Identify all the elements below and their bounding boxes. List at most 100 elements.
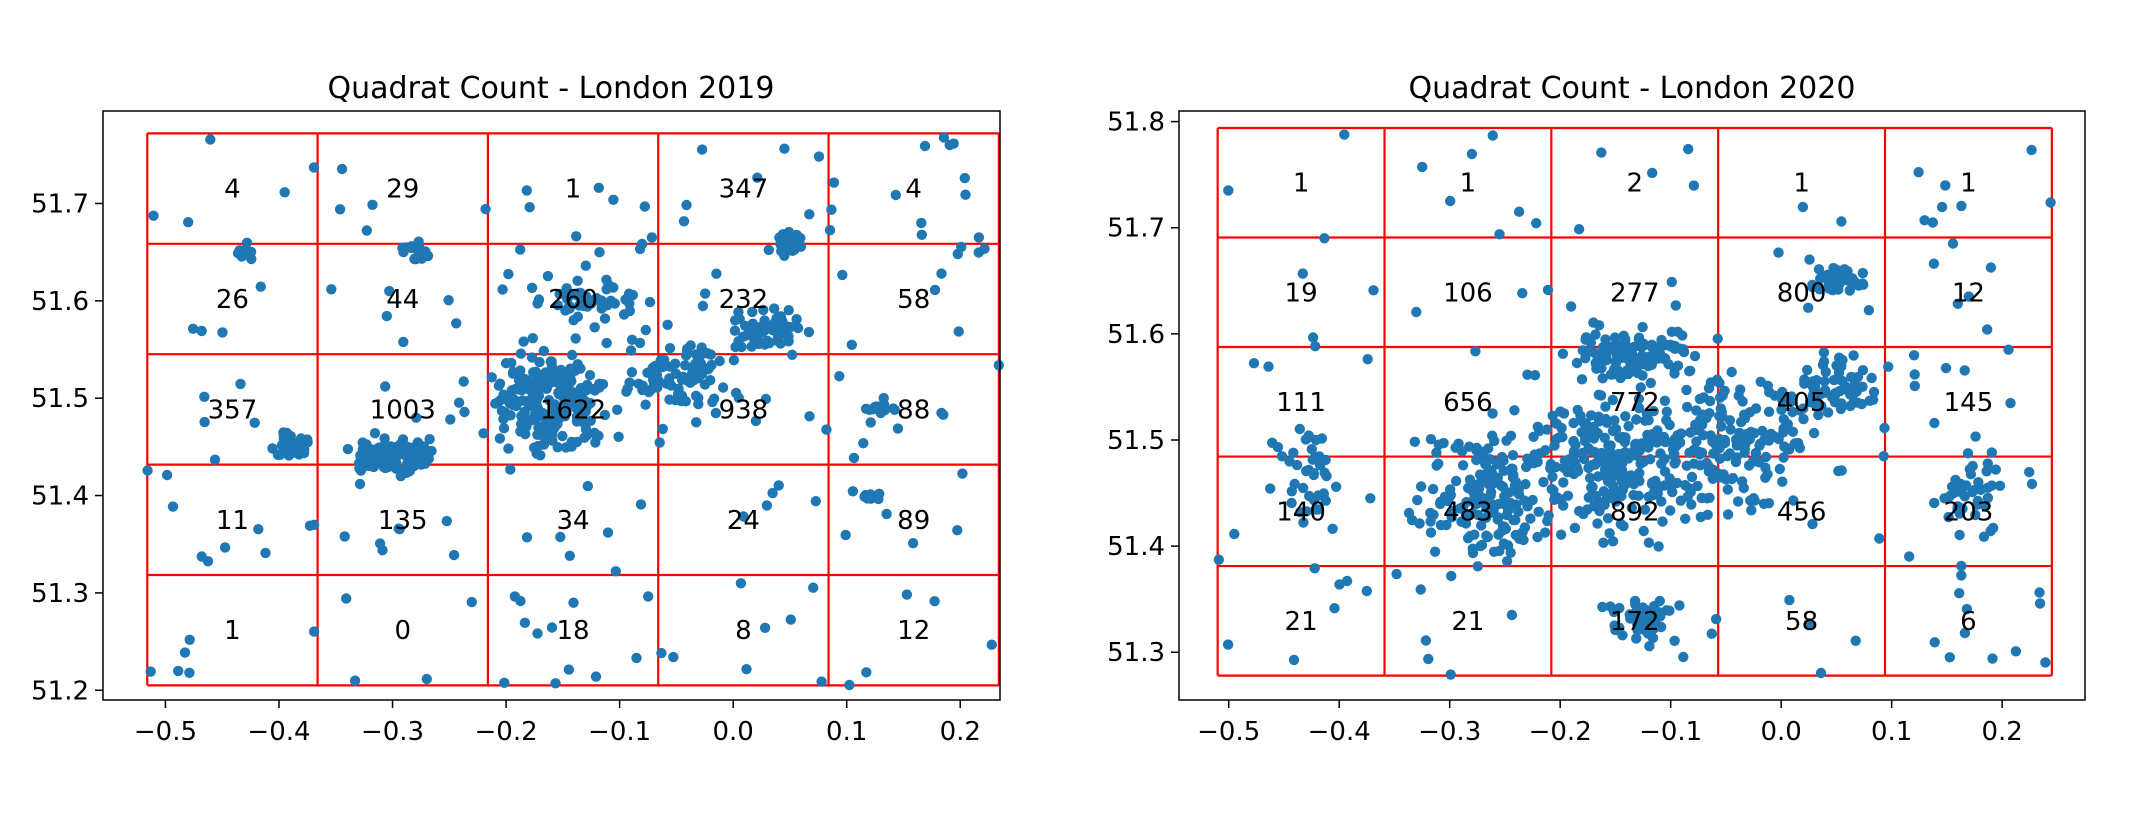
scatter-point xyxy=(1471,442,1482,454)
scatter-point xyxy=(844,679,855,691)
quadrat-count-label: 277 xyxy=(1610,278,1660,308)
scatter-point xyxy=(1265,483,1276,494)
scatter-point xyxy=(1724,448,1736,459)
scatter-point xyxy=(1623,421,1634,432)
scatter-point xyxy=(711,268,722,279)
quadrat-count-label: 172 xyxy=(1610,607,1660,637)
scatter-point xyxy=(563,664,575,675)
quadrat-count-label: 405 xyxy=(1777,388,1827,418)
scatter-point xyxy=(626,334,638,345)
scatter-point xyxy=(1586,460,1598,471)
scatter-point xyxy=(1804,254,1815,265)
scatter-point xyxy=(979,243,990,254)
scatter-point xyxy=(1807,390,1819,401)
scatter-point xyxy=(1223,185,1234,196)
scatter-point xyxy=(568,315,579,326)
scatter-point xyxy=(1539,527,1551,538)
scatter-point xyxy=(566,349,578,361)
scatter-point xyxy=(1558,408,1570,419)
scatter-point xyxy=(1644,641,1655,652)
scatter-point xyxy=(283,450,295,461)
scatter-point xyxy=(693,398,704,410)
scatter-point xyxy=(1481,530,1492,541)
scatter-point xyxy=(1760,451,1772,463)
quadrat-count-label: 203 xyxy=(1944,497,1994,527)
scatter-point xyxy=(741,664,752,675)
scatter-point xyxy=(1614,486,1625,498)
scatter-point xyxy=(1990,464,2002,475)
scatter-point xyxy=(334,204,346,215)
scatter-point xyxy=(1818,356,1830,367)
scatter-point xyxy=(761,500,773,511)
scatter-point xyxy=(1778,414,1790,425)
scatter-point xyxy=(804,209,815,220)
scatter-point xyxy=(1431,447,1442,458)
scatter-point xyxy=(515,244,526,255)
scatter-point xyxy=(593,182,604,193)
scatter-point xyxy=(2026,144,2037,156)
scatter-point xyxy=(626,367,638,378)
scatter-point xyxy=(1474,478,1485,489)
scatter-point xyxy=(1909,369,1920,380)
scatter-point xyxy=(1737,396,1748,407)
scatter-point xyxy=(1411,306,1422,318)
scatter-point xyxy=(1507,468,1518,480)
quadrat-count-label: 1 xyxy=(1460,169,1477,199)
quadrat-count-label: 1 xyxy=(1960,169,1977,199)
scatter-point xyxy=(646,232,658,243)
scatter-point xyxy=(1836,268,1847,279)
scatter-point xyxy=(1483,443,1494,454)
scatter-point xyxy=(1557,348,1569,359)
scatter-point xyxy=(1599,432,1610,443)
scatter-point xyxy=(196,325,207,337)
scatter-point xyxy=(550,678,561,689)
scatter-point xyxy=(1874,533,1885,544)
scatter-point xyxy=(1361,585,1373,597)
scatter-point xyxy=(594,247,605,258)
scatter-point xyxy=(142,465,153,476)
scatter-point xyxy=(936,268,947,279)
scatter-point xyxy=(837,269,848,281)
scatter-point xyxy=(519,617,531,628)
scatter-point xyxy=(1493,529,1504,540)
scatter-point xyxy=(1929,497,1940,509)
scatter-point xyxy=(1571,357,1583,369)
scatter-point xyxy=(459,406,470,418)
quadrat-count-label: 21 xyxy=(1451,607,1484,637)
y-tick-label: 51.2 xyxy=(31,676,89,706)
scatter-point xyxy=(1659,395,1671,406)
scatter-point xyxy=(640,399,651,410)
scatter-point xyxy=(1929,417,1940,429)
scatter-point xyxy=(2026,478,2038,490)
scatter-point xyxy=(750,415,762,427)
scatter-point xyxy=(1307,332,1319,343)
scatter-point xyxy=(1487,408,1498,419)
scatter-point xyxy=(1695,460,1706,471)
scatter-point xyxy=(538,431,549,442)
scatter-point xyxy=(1690,419,1701,430)
scatter-point xyxy=(1445,669,1456,680)
scatter-point xyxy=(766,321,777,332)
scatter-point xyxy=(1304,490,1315,502)
scatter-point xyxy=(1494,229,1505,240)
scatter-point xyxy=(878,392,889,404)
scatter-point xyxy=(762,335,773,346)
scatter-point xyxy=(1655,621,1667,633)
quadrat-count-label: 44 xyxy=(386,285,419,315)
scatter-point xyxy=(749,338,760,349)
scatter-point xyxy=(1498,465,1509,476)
scatter-point xyxy=(1626,502,1638,514)
scatter-point xyxy=(1514,533,1525,544)
scatter-point xyxy=(1445,195,1456,207)
x-tick-label: 0.0 xyxy=(1760,717,1801,747)
scatter-point xyxy=(1961,603,1973,615)
scatter-point xyxy=(610,566,621,577)
scatter-point xyxy=(1547,410,1558,421)
scatter-point xyxy=(1612,467,1624,479)
scatter-point xyxy=(302,434,313,445)
scatter-point xyxy=(2005,397,2016,409)
scatter-point xyxy=(1681,384,1692,396)
scatter-point xyxy=(1807,518,1818,530)
scatter-point xyxy=(1936,201,1948,213)
quadrat-count-label: 135 xyxy=(378,506,428,536)
